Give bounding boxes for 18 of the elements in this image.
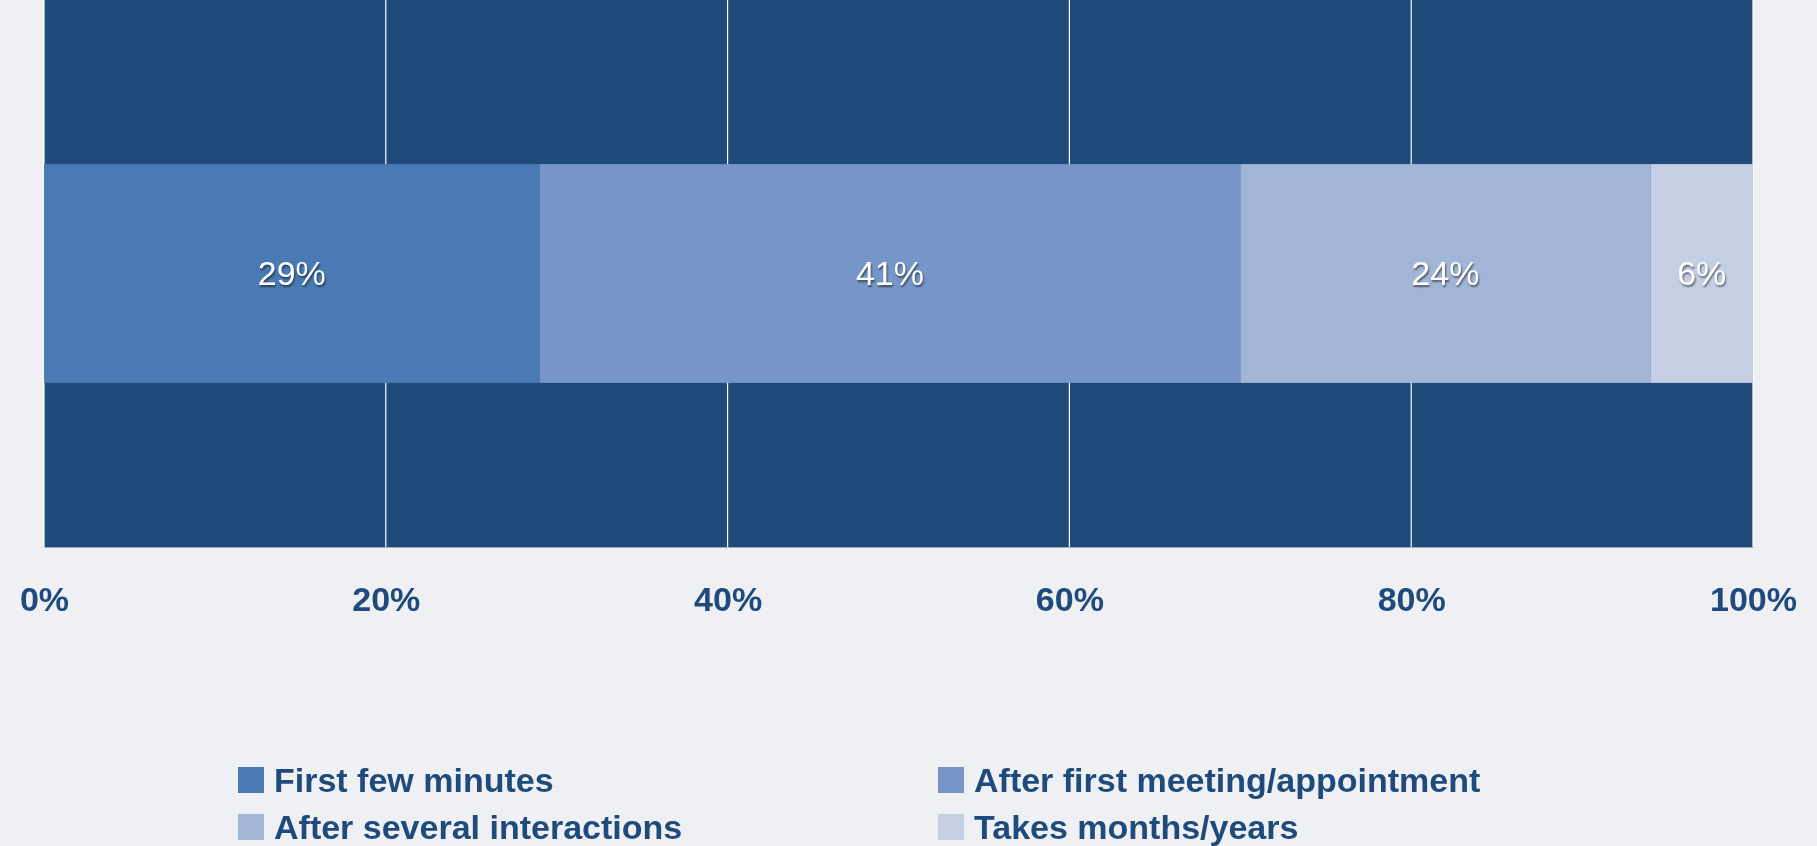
x-tick-label: 40%: [694, 580, 763, 619]
x-tick-label: 0%: [19, 580, 70, 619]
legend-label: After first meeting/appointment: [974, 760, 1481, 799]
x-tick-label: 80%: [1377, 580, 1446, 619]
legend-label: Takes months/years: [974, 807, 1299, 846]
text: 29%: [257, 254, 326, 293]
x-tick-label: 60%: [1035, 580, 1104, 619]
legend-label: First few minutes: [274, 760, 554, 799]
bar: [539, 164, 1241, 383]
text: 6%: [1677, 254, 1727, 293]
x-tick-label: 100%: [1710, 580, 1797, 619]
bar: [1650, 164, 1753, 383]
bar: [1240, 164, 1651, 383]
text: 41%: [855, 254, 924, 293]
text: 24%: [1411, 254, 1480, 293]
bar: [44, 164, 540, 383]
legend-label: After several interactions: [274, 807, 683, 846]
x-tick-label: 20%: [352, 580, 421, 619]
